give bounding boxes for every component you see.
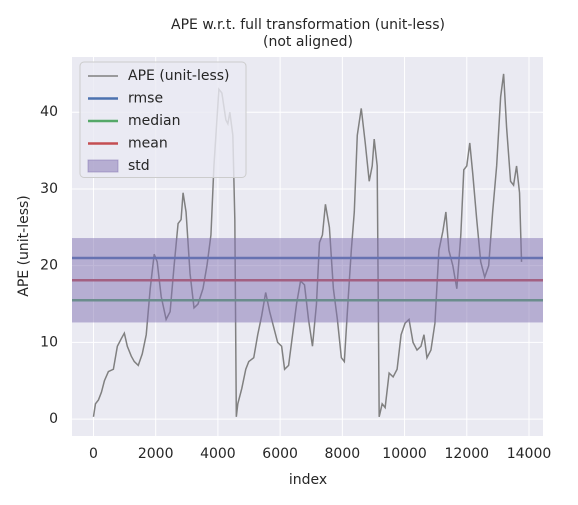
legend-label: APE (unit-less) (128, 68, 230, 84)
plot-layer (72, 73, 543, 417)
x-tick-label: 0 (89, 446, 98, 462)
y-tick-label: 10 (40, 334, 58, 350)
legend-swatch (87, 159, 119, 173)
y-tick-label: 20 (40, 258, 58, 274)
y-tick-label: 40 (40, 104, 58, 120)
chart-title: APE w.r.t. full transformation (unit-les… (171, 17, 445, 33)
legend-label: std (128, 158, 150, 174)
y-tick-label: 0 (49, 411, 58, 427)
x-tick-label: 10000 (382, 446, 427, 462)
x-tick-label: 12000 (445, 446, 490, 462)
legend-box (79, 61, 247, 178)
legend-label: mean (128, 136, 168, 152)
y-axis-label: APE (unit-less) (16, 195, 32, 297)
legend-label: median (128, 113, 180, 129)
y-tick-label: 30 (40, 181, 58, 197)
x-tick-label: 14000 (507, 446, 552, 462)
legend-label: rmse (128, 91, 163, 107)
x-tick-label: 6000 (262, 446, 298, 462)
chart-subtitle: (not aligned) (263, 34, 353, 50)
x-tick-label: 8000 (325, 446, 361, 462)
x-tick-label: 2000 (138, 446, 174, 462)
x-tick-label: 4000 (200, 446, 236, 462)
std-band (72, 238, 543, 323)
x-axis-label: index (289, 472, 327, 488)
